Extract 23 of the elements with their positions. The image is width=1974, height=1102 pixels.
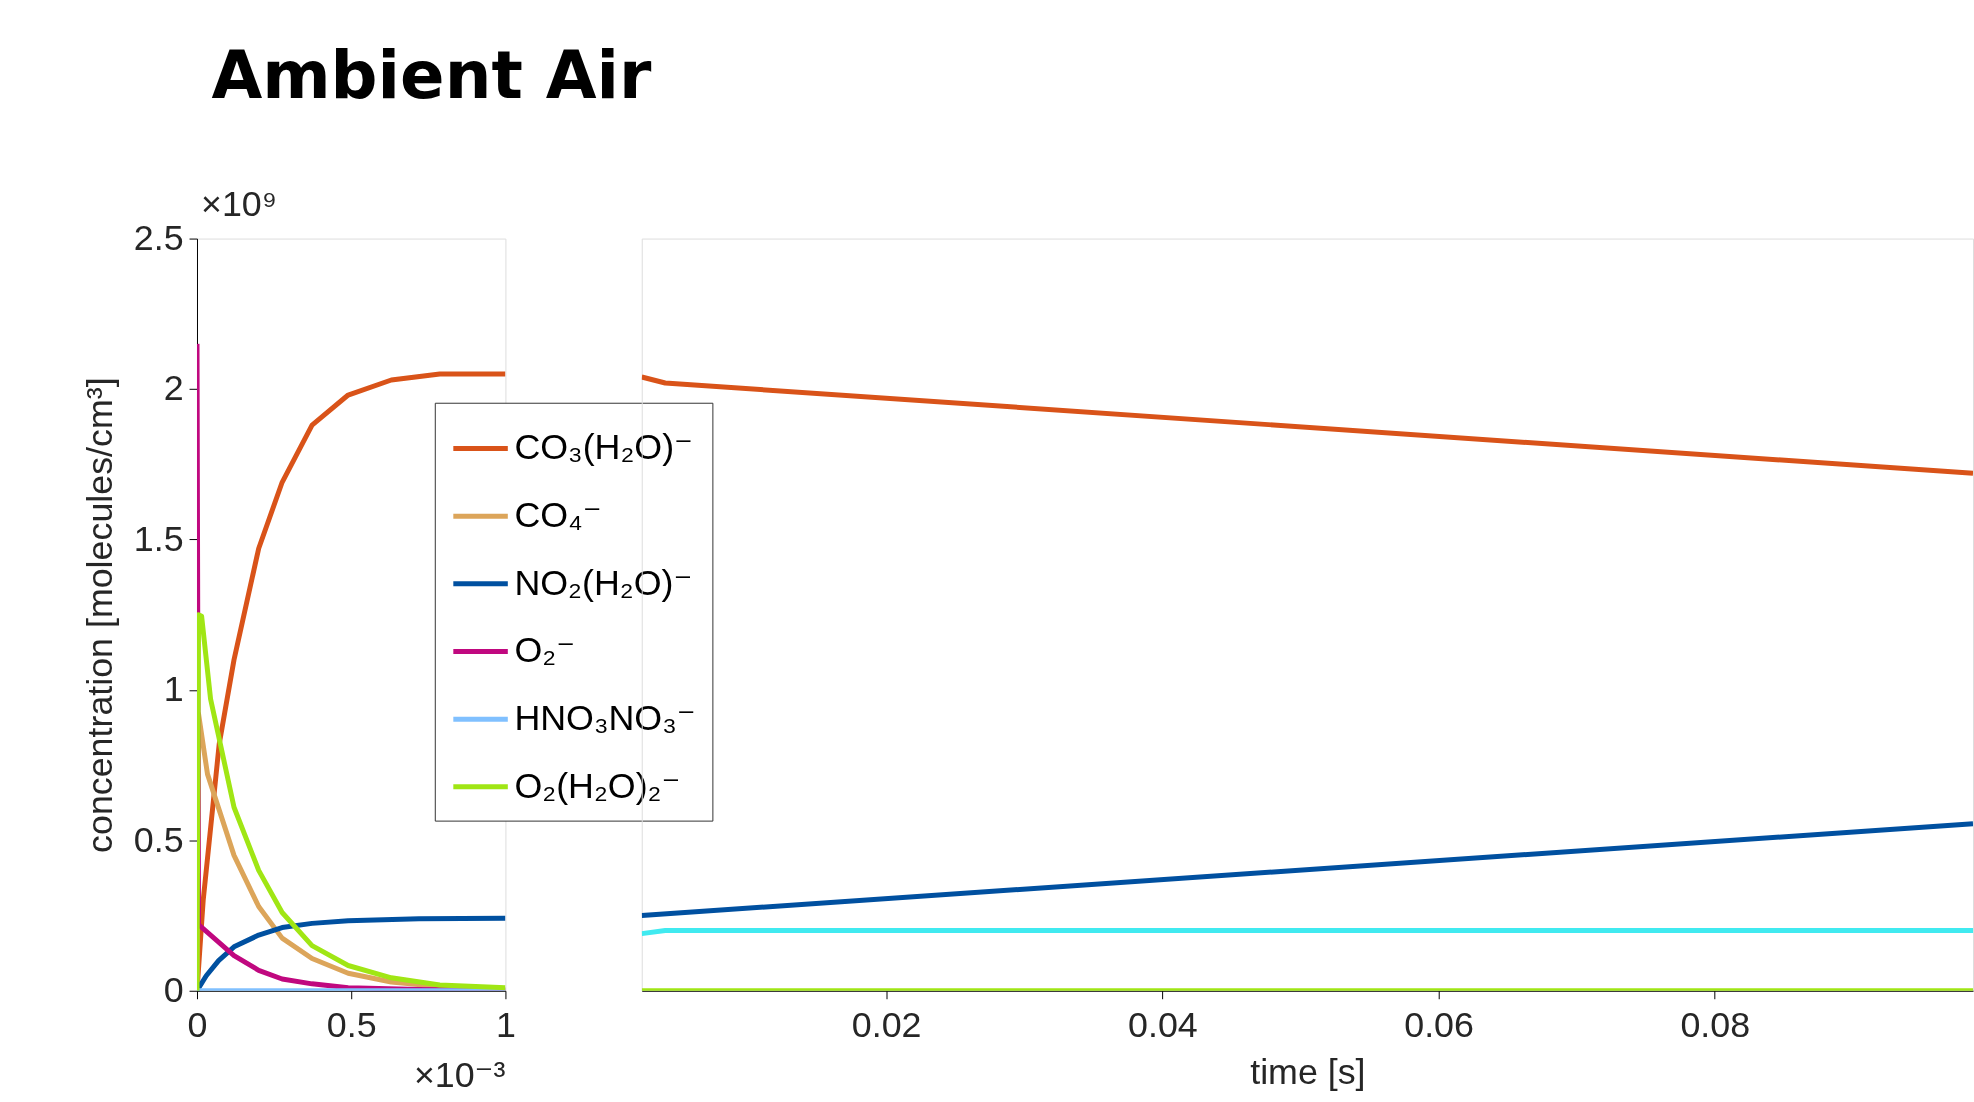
chart-title: Ambient Air [211,36,652,113]
x-tick-label: 0.04 [1128,1005,1198,1046]
x-axis-title: time [s] [1250,1051,1366,1092]
y-tick-label: 0 [163,970,184,1011]
text: ×10⁹ [200,183,278,224]
x-tick-label: 0.08 [1680,1005,1751,1046]
x-tick-label: 0.06 [1404,1005,1474,1046]
x-tick-label: 0.02 [851,1005,922,1046]
text: ×10⁻³ [413,1055,506,1096]
y-tick-label: 2.5 [133,218,184,259]
y-tick-label: 1.5 [133,518,184,559]
legend-label: O₂⁻ [514,630,576,671]
legend-label: O₂(H₂O)₂⁻ [514,765,681,806]
y-tick-label: 1 [163,669,184,710]
legend-label: CO₃(H₂O)⁻ [514,427,693,468]
x-tick-label: 1 [495,1005,516,1046]
x-tick-label: 0.5 [326,1005,377,1046]
legend-label: HNO₃NO₃⁻ [514,698,696,739]
legend-label: CO₄⁻ [514,495,602,536]
legend-label: NO₂(H₂O)⁻ [514,562,693,603]
y-tick-label: 2 [163,368,184,409]
y-tick-label: 0.5 [133,819,184,860]
y-axis-title: concentration [molecules/cm³] [79,377,120,853]
